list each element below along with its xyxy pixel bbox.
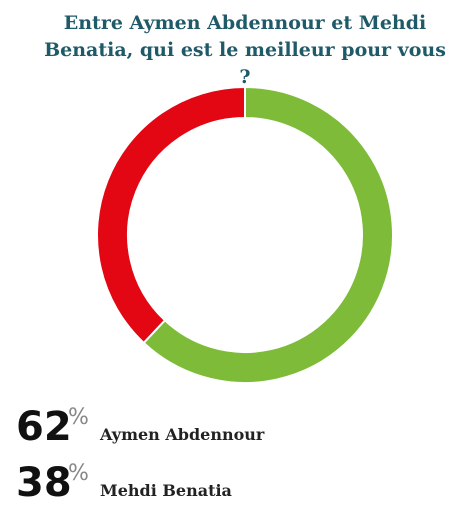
donut-slice	[142, 85, 394, 384]
chart-title: Entre Aymen Abdennour et Mehdi Benatia, …	[44, 12, 446, 88]
legend-value: 38	[16, 460, 72, 506]
donut-slice	[96, 85, 246, 345]
legend-value: 62	[16, 404, 72, 450]
legend-label: Mehdi Benatia	[100, 481, 232, 500]
legend-unit: %	[68, 405, 89, 430]
legend-label: Aymen Abdennour	[99, 425, 265, 444]
legend-unit: %	[68, 461, 89, 486]
